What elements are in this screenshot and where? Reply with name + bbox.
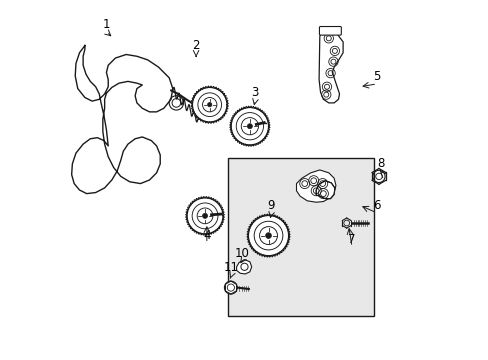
Circle shape <box>230 107 269 146</box>
Text: 4: 4 <box>203 229 210 242</box>
Text: 6: 6 <box>373 199 380 212</box>
Polygon shape <box>236 260 251 274</box>
Circle shape <box>207 103 211 107</box>
Text: 8: 8 <box>376 157 384 170</box>
Circle shape <box>247 215 289 257</box>
Text: 3: 3 <box>251 86 259 99</box>
Text: 11: 11 <box>224 261 238 274</box>
Circle shape <box>191 87 227 123</box>
Circle shape <box>186 197 224 235</box>
Text: 9: 9 <box>267 199 275 212</box>
Polygon shape <box>296 170 335 202</box>
Circle shape <box>247 124 252 129</box>
Polygon shape <box>316 181 334 199</box>
Text: 10: 10 <box>234 247 248 260</box>
Circle shape <box>265 233 271 238</box>
Text: 2: 2 <box>192 39 200 52</box>
Text: 5: 5 <box>373 69 380 82</box>
Circle shape <box>202 213 207 219</box>
Text: 7: 7 <box>347 233 355 246</box>
Polygon shape <box>319 30 343 103</box>
Text: 1: 1 <box>102 18 110 31</box>
FancyBboxPatch shape <box>319 27 341 35</box>
Circle shape <box>224 281 237 294</box>
Bar <box>228 158 373 316</box>
